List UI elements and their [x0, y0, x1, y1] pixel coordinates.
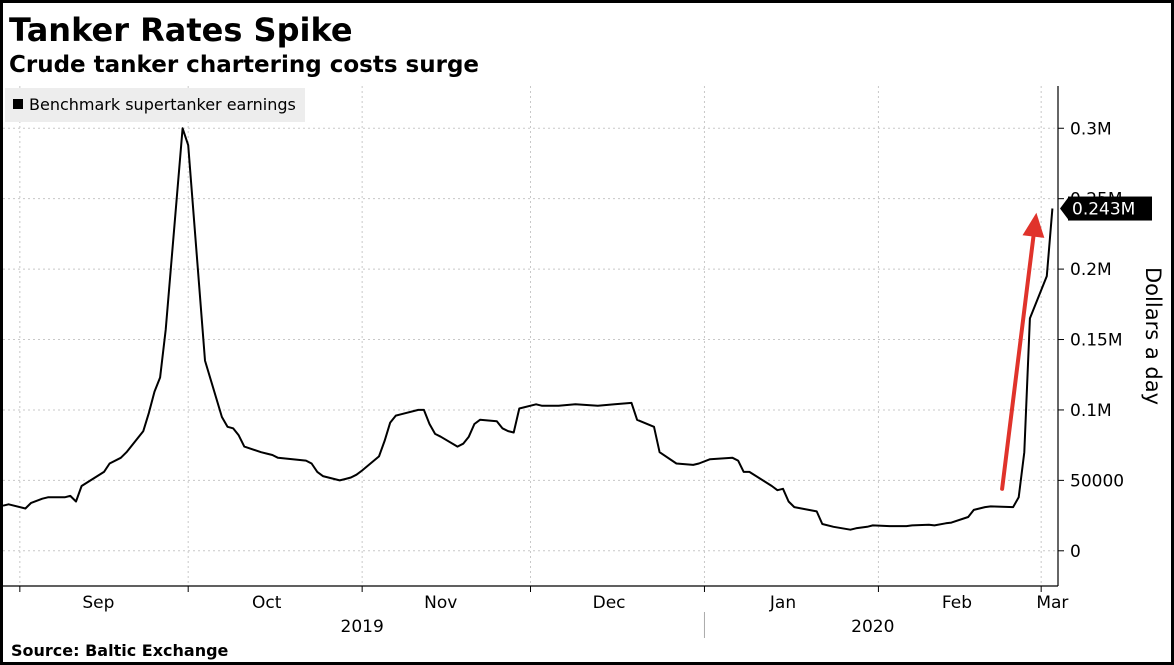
x-year-label: 2020	[851, 617, 894, 637]
x-month-label: Feb	[942, 593, 972, 613]
x-month-label: Mar	[1036, 593, 1068, 613]
annotation-arrow	[1000, 212, 1045, 491]
arrow-head	[1022, 212, 1045, 238]
x-month-label: Oct	[252, 593, 282, 613]
x-month-label: Sep	[82, 593, 114, 613]
y-tick-label: 0.15M	[1070, 331, 1123, 351]
chart-subtitle: Crude tanker chartering costs surge	[9, 52, 480, 78]
legend-label: Benchmark supertanker earnings	[29, 95, 296, 114]
y-axis-title: Dollars a day	[1141, 267, 1165, 405]
series-line	[2, 127, 1054, 531]
callout-box	[1068, 196, 1152, 221]
arrow-shaft	[1000, 227, 1037, 491]
x-month-label: Dec	[593, 593, 626, 613]
y-tick-label: 0.1M	[1070, 401, 1112, 421]
last-value-callout: 0.243M	[1060, 196, 1152, 221]
callout-pointer	[1060, 196, 1069, 221]
source-note: Source: Baltic Exchange	[11, 641, 229, 660]
y-tick-label: 0.2M	[1070, 260, 1112, 280]
y-tick-label: 50000	[1070, 471, 1124, 491]
legend-swatch	[13, 99, 23, 109]
legend: Benchmark supertanker earnings	[5, 88, 305, 122]
x-year-label: 2019	[341, 617, 384, 637]
y-tick-label: 0	[1070, 542, 1081, 562]
x-month-label: Jan	[769, 593, 796, 613]
last-value-label: 0.243M	[1072, 200, 1135, 220]
x-month-label: Nov	[424, 593, 457, 613]
y-tick-label: 0.3M	[1070, 119, 1112, 139]
chart-title: Tanker Rates Spike	[9, 11, 353, 49]
legend-background	[5, 88, 305, 122]
